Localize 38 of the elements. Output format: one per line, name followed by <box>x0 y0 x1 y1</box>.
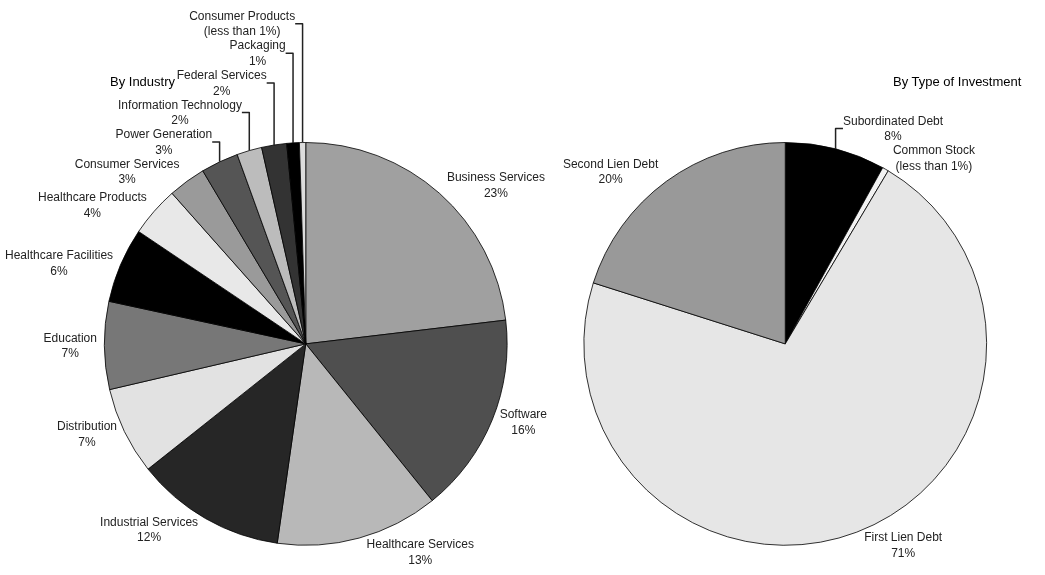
slice-label: Healthcare Services <box>366 537 474 552</box>
data-label: 20% <box>598 172 623 187</box>
data-label: 3% <box>118 172 137 187</box>
data-label: (less than 1%) <box>203 24 281 39</box>
slice-label: Consumer Products <box>189 8 296 23</box>
data-label: (less than 1%) <box>895 158 973 173</box>
slice-label: Business Services <box>446 170 545 185</box>
data-label: 16% <box>511 422 536 437</box>
slice-label: Common Stock <box>892 143 976 158</box>
slice-label: Packaging <box>229 38 286 53</box>
slice-label: Subordinated Debt <box>842 113 944 128</box>
data-label: 71% <box>891 545 916 560</box>
slice-label: First Lien Debt <box>864 530 943 545</box>
data-label: 23% <box>483 185 509 200</box>
slice-label: Consumer Services <box>74 156 180 171</box>
data-label: 7% <box>61 346 80 361</box>
data-label: 1% <box>248 54 267 69</box>
data-label: 12% <box>137 530 162 545</box>
slice-label: Software <box>499 407 548 422</box>
text: By Industry <box>110 74 176 89</box>
data-label: 8% <box>884 129 903 144</box>
data-label: 3% <box>155 142 173 157</box>
chart-title: By Type of Investment <box>893 74 1022 89</box>
data-label: 2% <box>212 83 231 98</box>
slice-label: Education <box>43 330 97 345</box>
slice-label: Information Technology <box>118 97 242 112</box>
slice-label: Healthcare Facilities <box>5 247 114 262</box>
data-label: 6% <box>50 263 69 278</box>
slice-label: Power Generation <box>115 127 213 142</box>
data-label: 2% <box>171 113 189 128</box>
slice-label: Industrial Services <box>100 514 199 529</box>
data-label: 4% <box>83 205 102 220</box>
slice-label: Second Lien Debt <box>562 156 659 171</box>
data-label: 13% <box>408 552 433 567</box>
slice-label: Distribution <box>56 419 117 434</box>
data-label: 7% <box>78 435 96 450</box>
slice-label: Federal Services <box>176 68 267 83</box>
slice-label: Healthcare Products <box>37 190 147 205</box>
